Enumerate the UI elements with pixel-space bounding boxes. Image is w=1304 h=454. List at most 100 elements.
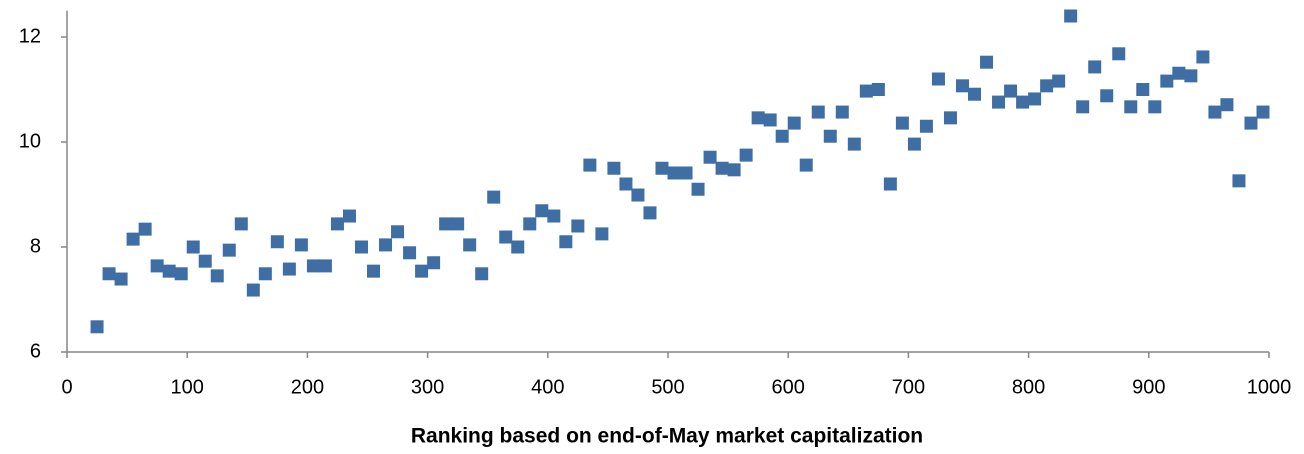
x-tick-label: 900	[1132, 376, 1165, 398]
point	[439, 217, 453, 231]
point	[354, 240, 368, 254]
point	[270, 235, 284, 249]
point	[799, 158, 813, 172]
y-tick-label: 10	[19, 130, 41, 152]
point	[1088, 60, 1102, 74]
point	[703, 150, 717, 164]
point	[547, 209, 561, 223]
point	[1124, 100, 1138, 114]
point	[859, 84, 873, 98]
point	[342, 209, 356, 223]
point	[847, 137, 861, 151]
point	[931, 72, 945, 86]
point	[1064, 9, 1078, 23]
point	[318, 259, 332, 273]
point	[282, 262, 296, 276]
x-tick-label: 800	[1012, 376, 1045, 398]
point	[162, 264, 176, 278]
x-tick-label: 400	[531, 376, 564, 398]
point	[919, 119, 933, 133]
point	[367, 264, 381, 278]
point	[330, 217, 344, 231]
point	[715, 161, 729, 175]
point	[607, 161, 621, 175]
point	[1184, 69, 1198, 83]
x-tick-label: 600	[772, 376, 805, 398]
point	[222, 243, 236, 257]
point	[1232, 174, 1246, 188]
point	[246, 283, 260, 297]
point	[763, 113, 777, 127]
point	[403, 246, 417, 260]
point	[306, 259, 320, 273]
point	[487, 190, 501, 204]
point	[727, 163, 741, 177]
point	[126, 232, 140, 246]
point	[379, 238, 393, 252]
point	[102, 267, 116, 281]
point	[835, 105, 849, 119]
point	[1148, 100, 1162, 114]
point	[1172, 66, 1186, 80]
point	[114, 272, 128, 286]
point	[391, 225, 405, 239]
point	[895, 116, 909, 130]
point	[1112, 47, 1126, 61]
point	[451, 217, 465, 231]
point	[1040, 79, 1054, 93]
x-tick-label: 1000	[1247, 376, 1292, 398]
point	[499, 230, 513, 244]
point	[643, 206, 657, 220]
point	[1136, 83, 1150, 96]
x-tick-label: 300	[411, 376, 444, 398]
point	[210, 269, 224, 283]
point	[883, 177, 897, 191]
y-tick-label: 6	[30, 340, 41, 362]
point	[751, 111, 765, 125]
point	[1076, 100, 1090, 114]
point	[1052, 74, 1066, 88]
point	[907, 137, 921, 151]
point	[811, 105, 825, 119]
point	[294, 238, 308, 252]
x-tick-label: 200	[291, 376, 324, 398]
point	[943, 111, 957, 125]
point	[992, 95, 1006, 109]
point	[475, 267, 489, 281]
y-tick-label: 12	[19, 25, 41, 47]
point	[955, 79, 969, 93]
point	[1220, 98, 1234, 112]
point	[691, 182, 705, 196]
point	[739, 148, 753, 162]
point	[523, 217, 537, 231]
x-tick-label: 0	[61, 376, 72, 398]
point	[150, 259, 164, 273]
point	[1244, 116, 1258, 130]
point	[1028, 92, 1042, 106]
point	[775, 129, 789, 143]
point	[1016, 95, 1030, 109]
point	[655, 161, 669, 175]
point	[968, 87, 982, 101]
x-tick-label: 500	[651, 376, 684, 398]
y-tick-label: 8	[30, 235, 41, 257]
point	[463, 238, 477, 252]
point	[511, 240, 525, 254]
x-axis-title: Ranking based on end-of-May market capit…	[411, 425, 923, 448]
point	[631, 188, 645, 202]
point	[186, 240, 200, 254]
point	[871, 83, 885, 96]
point	[1196, 50, 1210, 64]
point	[787, 116, 801, 130]
point	[415, 264, 429, 278]
point	[138, 222, 152, 236]
point	[980, 55, 994, 69]
point	[595, 227, 609, 241]
point	[1160, 74, 1174, 88]
point	[1256, 105, 1270, 119]
point	[234, 217, 248, 231]
x-tick-label: 100	[171, 376, 204, 398]
point	[667, 166, 681, 180]
point	[679, 166, 693, 180]
